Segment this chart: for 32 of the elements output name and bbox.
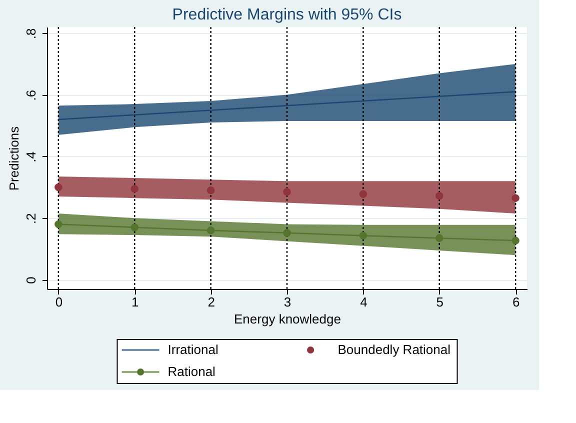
x-tick-label: 6	[512, 294, 520, 310]
point	[130, 184, 138, 193]
x-tick-label: 0	[55, 294, 63, 310]
x-tick-label: 5	[436, 294, 444, 310]
x-tick-label: 4	[360, 294, 368, 310]
legend-label: Irrational	[168, 342, 218, 357]
point	[206, 226, 215, 234]
legend-label: Boundedly Rational	[338, 342, 451, 357]
point	[54, 220, 62, 228]
x-tick-label: 3	[284, 294, 292, 310]
point	[130, 223, 138, 232]
y-tick-label: .2	[24, 213, 38, 224]
y-tick-label: 0	[24, 276, 38, 284]
point	[359, 232, 368, 240]
point	[512, 236, 520, 244]
y-tick-label: .6	[24, 90, 38, 101]
legend-label: Rational	[168, 364, 216, 379]
point	[206, 186, 215, 194]
chart-title: Predictive Margins with 95% CIs	[172, 6, 402, 24]
point	[283, 229, 291, 237]
y-axis-title: Predictions	[6, 126, 22, 191]
point	[512, 194, 520, 202]
x-tick-label: 2	[208, 294, 215, 310]
point	[283, 188, 291, 196]
x-tick-label: 1	[132, 294, 139, 310]
y-tick-label: .8	[24, 28, 38, 40]
point	[54, 183, 62, 192]
point	[436, 234, 444, 242]
x-axis-title: Energy knowledge	[234, 312, 341, 326]
point	[359, 190, 368, 198]
y-tick-label: .4	[24, 152, 38, 162]
point	[436, 192, 444, 200]
